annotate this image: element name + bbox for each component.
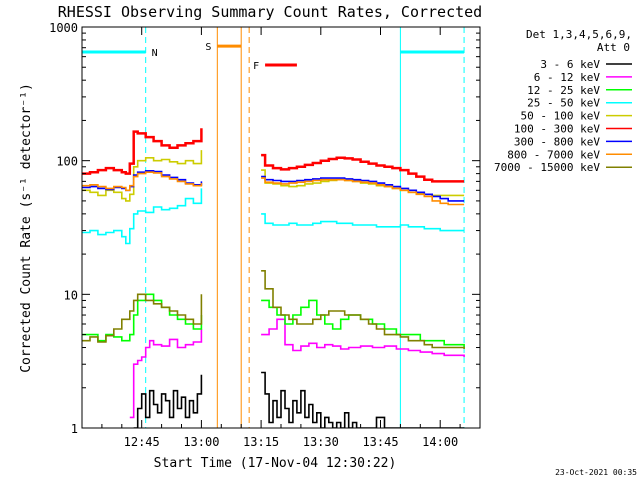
x-axis-label: Start Time (17-Nov-04 12:30:22) xyxy=(154,456,397,471)
series-line-25-50-kev xyxy=(82,188,465,245)
y-tick-label: 100 xyxy=(56,155,78,169)
x-tick-label: 13:15 xyxy=(243,435,279,449)
timestamp: 23-Oct-2021 00:35 xyxy=(555,468,637,477)
legend-label: 50 - 100 keV xyxy=(521,110,601,123)
night-label: N xyxy=(152,48,158,59)
saa-label: S xyxy=(205,42,211,53)
y-tick-label: 1000 xyxy=(49,21,78,35)
flare-label: F xyxy=(253,61,259,72)
legend-label: 800 - 7000 keV xyxy=(507,148,600,161)
legend-label: 3 - 6 keV xyxy=(540,58,600,71)
series-line-300-800-kev xyxy=(82,170,465,202)
legend-label: 300 - 800 keV xyxy=(514,135,600,148)
y-axis-label: Corrected Count Rate (s⁻¹ detector⁻¹) xyxy=(19,83,34,373)
legend-label: 6 - 12 keV xyxy=(534,71,601,84)
x-tick-label: 12:45 xyxy=(124,435,160,449)
legend-header-line-1: Det 1,3,4,5,6,9, xyxy=(526,28,632,41)
series-line-100-300-kev xyxy=(82,128,465,183)
series-line-6-12-kev xyxy=(129,318,465,419)
series-line-3-6-kev xyxy=(133,371,465,428)
x-tick-label: 13:30 xyxy=(303,435,339,449)
x-tick-label: 13:45 xyxy=(362,435,398,449)
axis-ticks: 12:45 13:00 13:15 13:30 13:45 14:00 1 10 100 1000 xyxy=(49,21,480,449)
series-line-7000-15000-kev xyxy=(82,270,465,349)
x-tick-label: 14:00 xyxy=(422,435,458,449)
y-tick-label: 10 xyxy=(64,288,78,302)
legend-label: 100 - 300 keV xyxy=(514,123,600,136)
legend-label: 25 - 50 keV xyxy=(527,97,600,110)
legend-label: 12 - 25 keV xyxy=(527,84,600,97)
legend-label: 7000 - 15000 keV xyxy=(494,161,600,174)
legend-header-line-2: Att 0 xyxy=(597,41,630,54)
series-line-12-25-kev xyxy=(82,293,465,348)
x-tick-label: 13:00 xyxy=(183,435,219,449)
series-line-800-7000-kev xyxy=(82,171,465,206)
series-line-50-100-kev xyxy=(82,150,465,202)
y-tick-label: 1 xyxy=(71,422,78,436)
chart-title: RHESSI Observing Summary Count Rates, Co… xyxy=(58,3,482,21)
plot-area xyxy=(82,27,465,428)
